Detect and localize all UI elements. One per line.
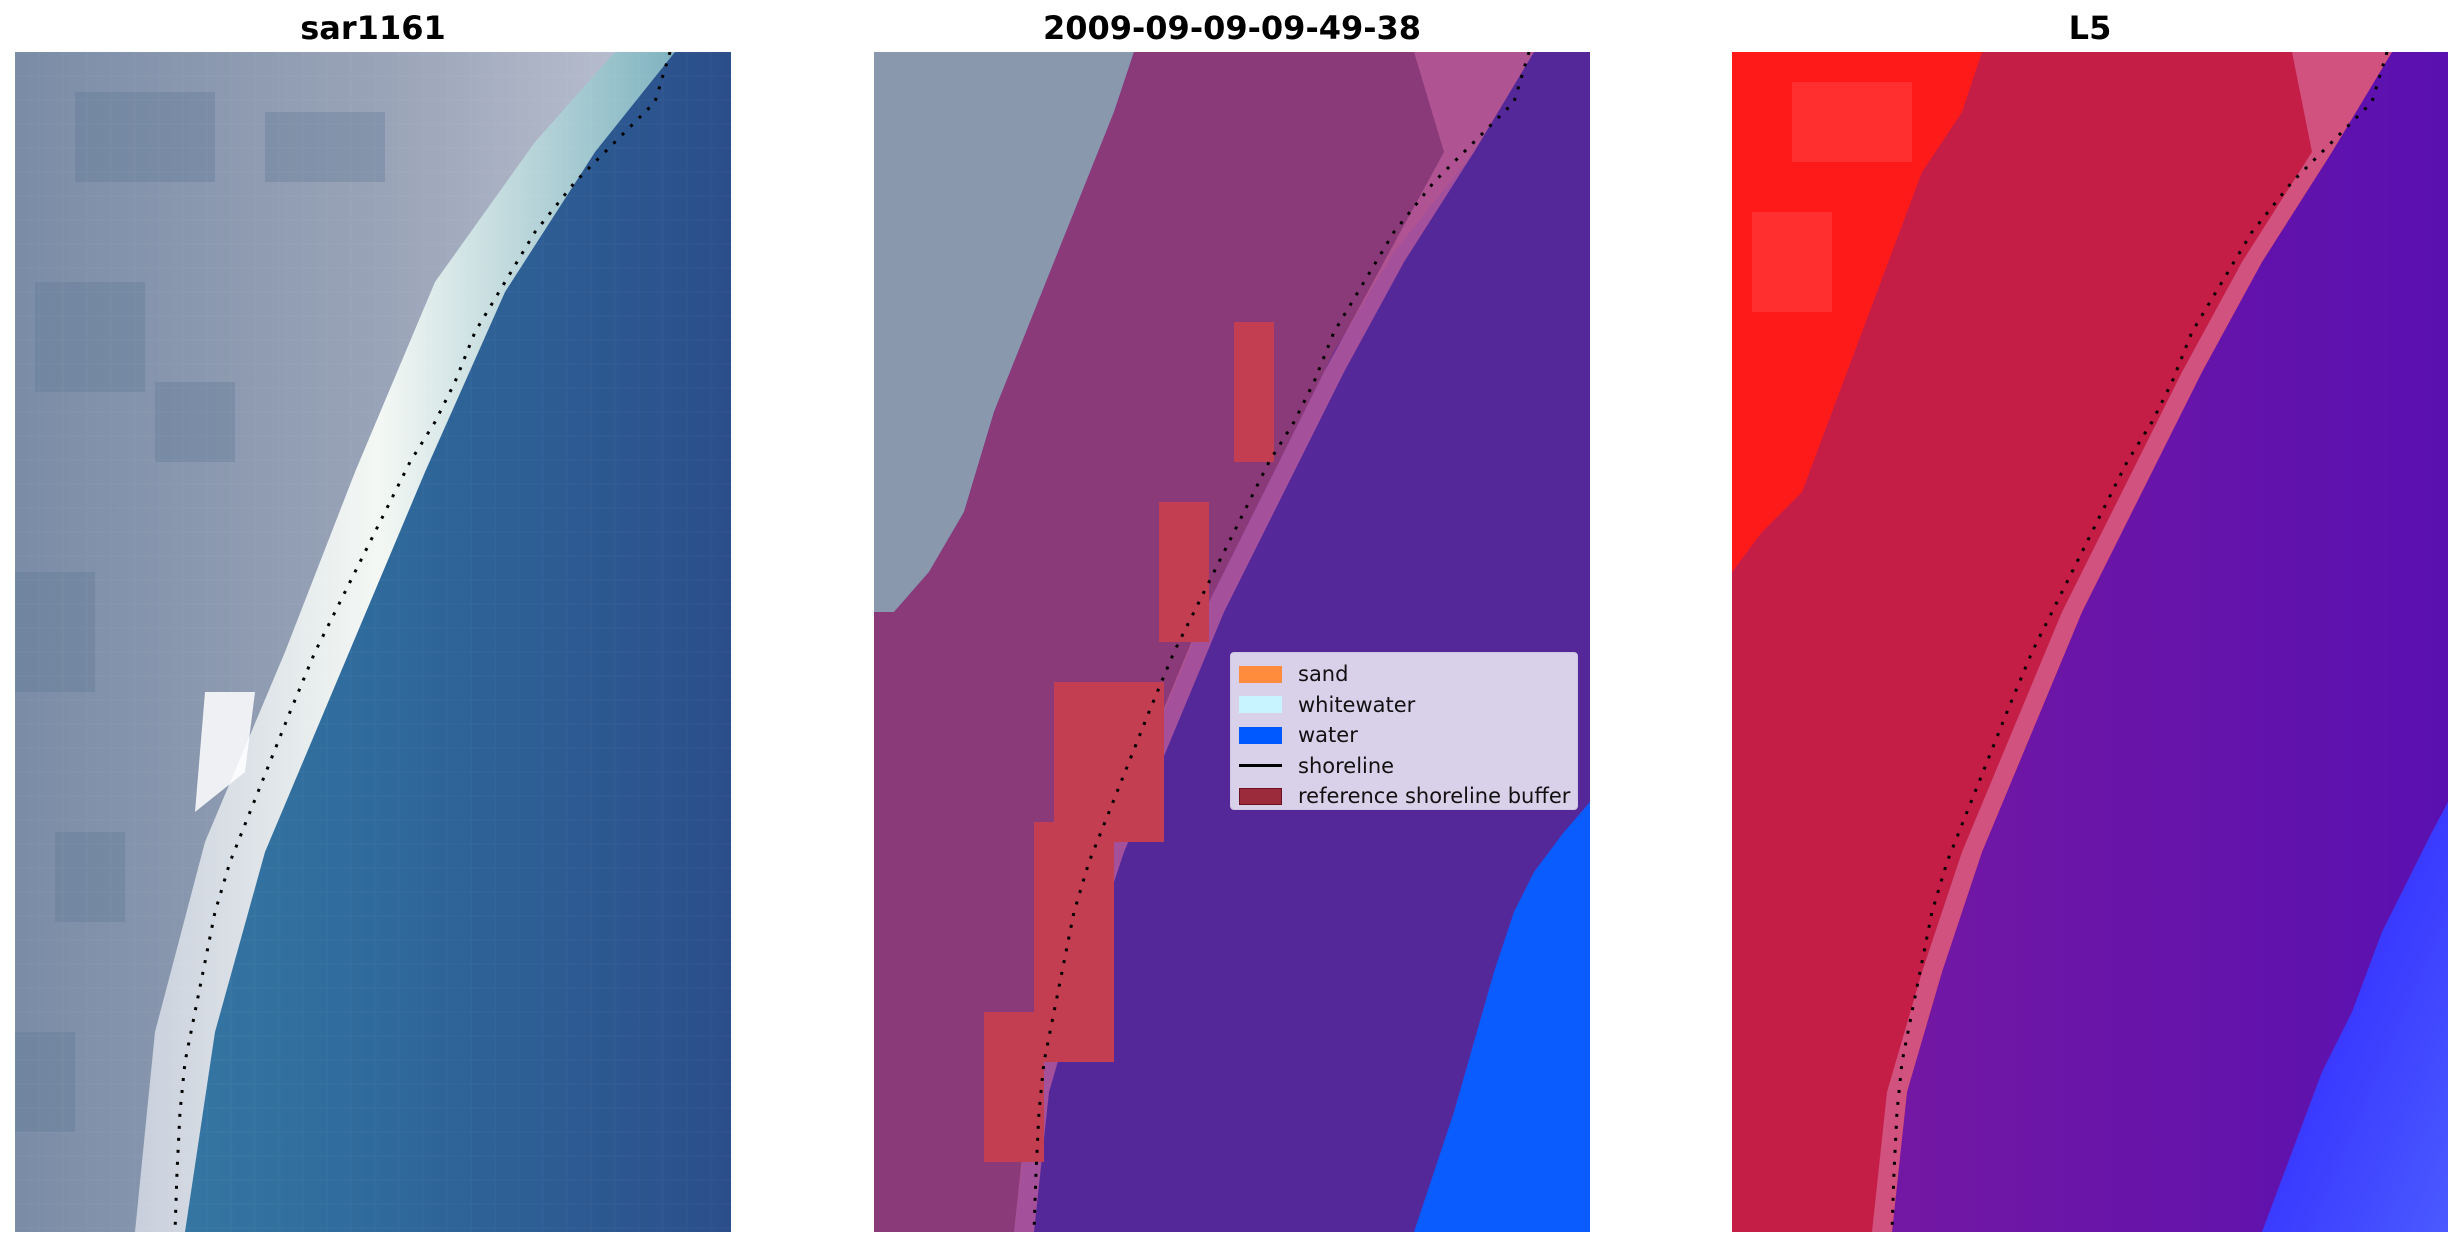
legend-label-reference-buffer: reference shoreline buffer — [1298, 784, 1571, 809]
classified-overlay-image — [874, 52, 1590, 1232]
index-image — [1732, 52, 2448, 1232]
panel-classification: 2009-09-09-09-49-38 — [874, 0, 1590, 1247]
legend-label-sand: sand — [1298, 662, 1349, 687]
legend-item-shoreline: shoreline — [1239, 751, 1569, 782]
panel-rgb: sar1161 — [15, 0, 731, 1247]
rgb-satellite-image — [15, 52, 731, 1232]
legend-label-shoreline: shoreline — [1298, 753, 1395, 778]
panel-title-rgb: sar1161 — [300, 9, 446, 47]
panel-index: L5 — [1732, 0, 2448, 1247]
legend-swatch-whitewater — [1239, 696, 1282, 714]
legend-swatch-sand — [1239, 665, 1282, 683]
legend-label-whitewater: whitewater — [1298, 692, 1416, 717]
legend-item-sand: sand — [1239, 659, 1569, 690]
legend-item-reference-buffer: reference shoreline buffer — [1239, 781, 1571, 812]
panel-title-index: L5 — [2068, 9, 2112, 47]
legend-swatch-reference-buffer — [1239, 787, 1282, 805]
panel-title-classification: 2009-09-09-09-49-38 — [1042, 9, 1422, 47]
legend-label-water: water — [1298, 723, 1358, 748]
legend-item-water: water — [1239, 720, 1569, 751]
legend-swatch-water — [1239, 726, 1282, 744]
legend: sand whitewater water shoreline referenc… — [1230, 652, 1578, 810]
legend-line-shoreline — [1239, 764, 1282, 768]
legend-item-whitewater: whitewater — [1239, 690, 1569, 721]
